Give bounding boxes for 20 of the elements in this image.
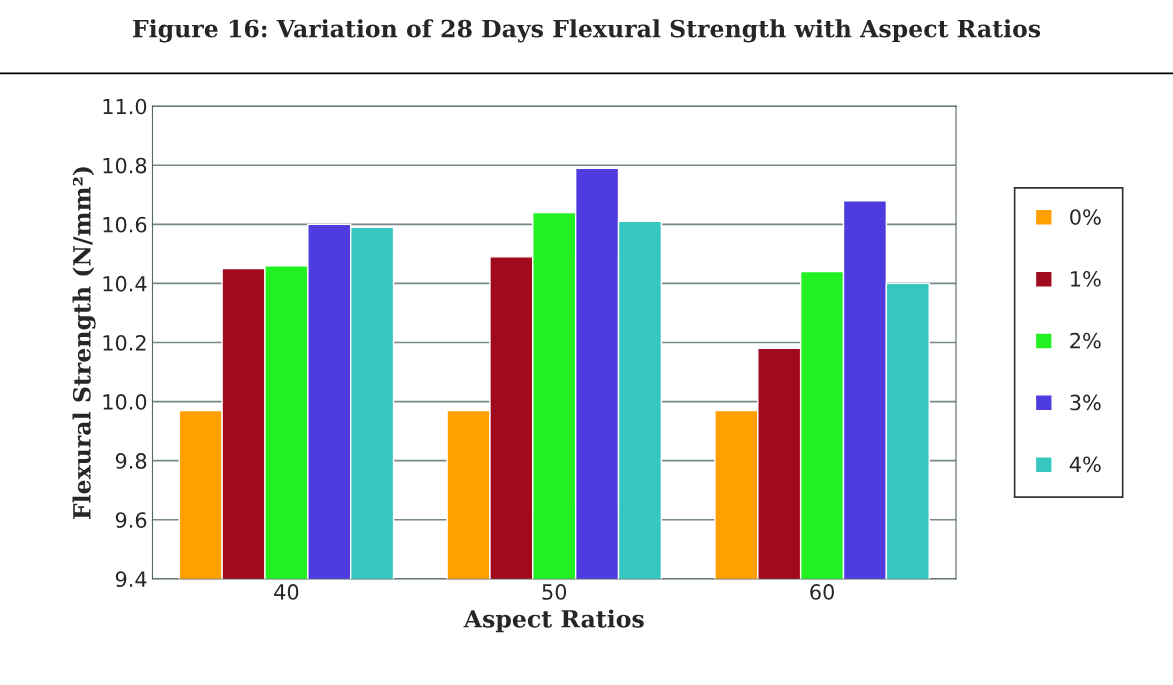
y-tick-label: 9.4	[115, 571, 147, 588]
chart-title: Figure 16: Variation of 28 Days Flexural Strength with Aspect Ratios	[133, 19, 1041, 43]
legend-label: 3%	[1070, 394, 1101, 411]
legend-label: 4%	[1069, 456, 1101, 473]
y-axis-title: Flexural Strength (N/mm²)	[72, 167, 96, 519]
y-tick-label: 11.0	[103, 98, 147, 115]
y-tick-label: 10.2	[103, 334, 146, 351]
legend-label: 2%	[1070, 332, 1101, 349]
y-tick-label: 10.0	[103, 394, 147, 410]
y-tick-label: 9.8	[115, 453, 147, 469]
legend-label: 0%	[1070, 209, 1101, 225]
x-tick-label: 40	[274, 584, 299, 600]
x-tick-label: 50	[542, 584, 567, 600]
y-tick-label: 10.4	[103, 275, 147, 292]
legend-label: 1%	[1071, 270, 1101, 287]
x-axis-title: Aspect Ratios	[463, 609, 644, 633]
y-tick-label: 9.6	[115, 512, 147, 528]
y-tick-label: 10.6	[103, 216, 147, 233]
x-tick-label: 60	[810, 584, 834, 600]
y-tick-label: 10.8	[103, 157, 147, 174]
